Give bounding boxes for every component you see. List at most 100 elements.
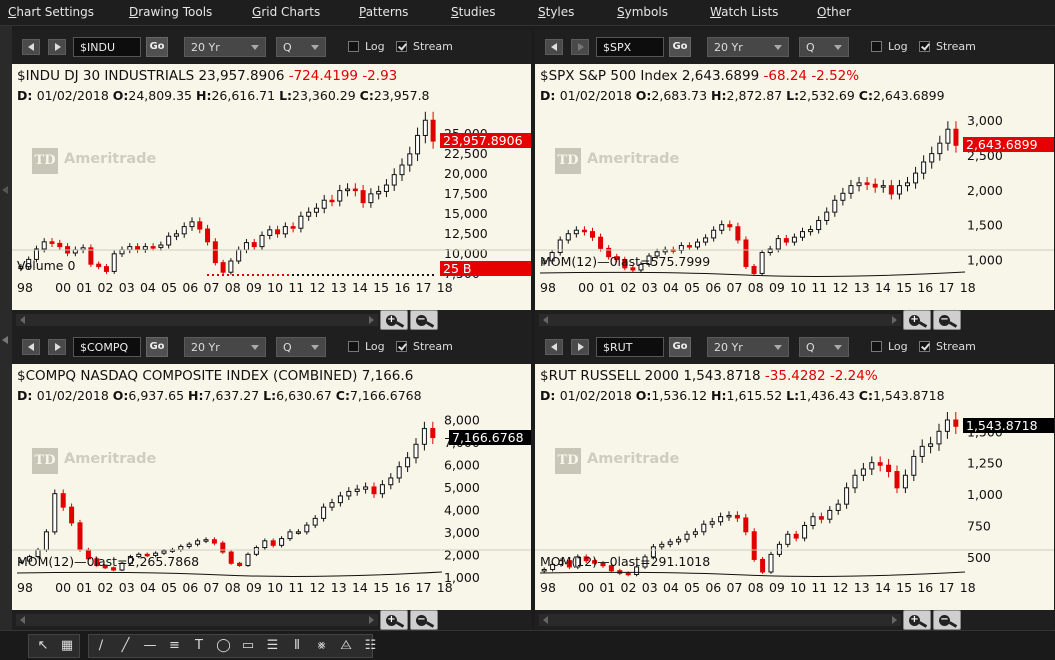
stream-checkbox[interactable] [919,341,930,352]
text-icon[interactable]: T [195,638,203,653]
crosshair-icon[interactable]: ▦ [60,638,74,653]
scroll-left-icon[interactable] [543,316,548,324]
gann-icon[interactable]: ⫴ [294,638,300,653]
collapse-arrow-icon[interactable] [2,186,8,194]
log-checkbox[interactable] [871,41,882,52]
title-pct: -2.24% [829,368,878,384]
menu-other[interactable]: Other [817,5,851,19]
back-button[interactable] [22,39,40,55]
menu-grid-charts[interactable]: Grid Charts [252,5,320,19]
menu-symbols[interactable]: Symbols [617,5,668,19]
last-price-tag: 1,543.8718 [963,418,1054,434]
fib-icon[interactable]: ☰ [266,638,279,653]
log-label: Log [365,40,385,53]
symbol-input[interactable]: $COMPQ [73,337,141,357]
channel-icon[interactable]: ⨳ [317,638,326,653]
stream-checkbox[interactable] [396,41,407,52]
menu-drawing-tools[interactable]: Drawing Tools [129,5,212,19]
hline-icon[interactable]: ≡ [169,638,180,653]
scroll-left-icon[interactable] [20,316,25,324]
stream-checkbox[interactable] [396,341,407,352]
momentum-label: MOM(12)—0last=575.7999 [540,254,710,269]
collapse-arrow-icon[interactable] [2,336,8,344]
period-select[interactable]: 20 Yr [707,337,789,357]
forward-button[interactable] [571,39,589,55]
lines-icon[interactable]: ☷ [364,638,377,653]
chart-area[interactable]: $SPX S&P 500 Index 2,643.6899 -68.24 -2.… [535,64,1054,310]
zoom-out-button[interactable]: − [933,310,961,330]
scroll-track[interactable] [16,614,378,626]
go-button[interactable]: Go [146,337,168,357]
log-checkbox[interactable] [348,341,359,352]
period-select[interactable]: 20 Yr [184,37,266,57]
scroll-track[interactable] [539,314,901,326]
back-button[interactable] [545,339,563,355]
chart-area[interactable]: $RUT RUSSELL 2000 1,543.8718 -35.4282 -2… [535,364,1054,610]
menu-chart-settings[interactable]: Chart Settings [8,5,94,19]
candle-body [558,560,564,565]
pencil-icon[interactable]: ∕ [98,638,104,653]
zoom-in-button[interactable]: + [380,310,408,330]
period-select[interactable]: 20 Yr [184,337,266,357]
menu-patterns[interactable]: Patterns [359,5,408,19]
menu-watch-lists[interactable]: Watch Lists [710,5,778,19]
candle-body [638,263,644,271]
candle-body [614,256,620,260]
log-checkbox[interactable] [348,41,359,52]
chart-area[interactable]: $INDU DJ 30 INDUSTRIALS 23,957.8906 -724… [12,64,531,310]
go-button[interactable]: Go [669,37,691,57]
zoom-out-button[interactable]: − [410,610,438,630]
candle-body [719,224,725,231]
pointer-icon[interactable]: ↖ [37,638,49,653]
y-tick-label: 1,000 [967,252,1003,267]
candle-body [245,553,251,567]
menu-studies[interactable]: Studies [451,5,496,19]
chart-area[interactable]: $COMPQ NASDAQ COMPOSITE INDEX (COMBINED)… [12,364,531,610]
scroll-right-icon[interactable] [892,316,897,324]
aggregation-select[interactable]: Q [276,37,326,57]
rectangle-icon[interactable]: ▭ [241,638,255,653]
chart-scrollbar[interactable]: + − [12,610,531,630]
scroll-right-icon[interactable] [369,316,374,324]
aggregation-select[interactable]: Q [799,37,849,57]
symbol-input[interactable]: $SPX [596,37,664,57]
line-icon[interactable]: — [143,638,157,653]
symbol-input[interactable]: $RUT [596,337,664,357]
candle-body [709,521,715,525]
go-button[interactable]: Go [669,337,691,357]
chart-scrollbar[interactable]: + − [12,310,531,330]
trendline-icon[interactable]: ╱ [121,638,130,653]
back-button[interactable] [22,339,40,355]
log-checkbox[interactable] [871,341,882,352]
candle-body [654,251,660,257]
back-button[interactable] [545,39,563,55]
symbol-input[interactable]: $INDU [73,37,141,57]
scroll-track[interactable] [539,614,901,626]
menu-styles[interactable]: Styles [538,5,574,19]
aggregation-select[interactable]: Q [276,337,326,357]
chart-scrollbar[interactable]: + − [535,610,1054,630]
scroll-right-icon[interactable] [892,616,897,624]
stream-checkbox[interactable] [919,41,930,52]
last-price-tag: 2,643.6899 [963,137,1054,153]
scroll-left-icon[interactable] [543,616,548,624]
zoom-in-button[interactable]: + [380,610,408,630]
x-tick-label: 98 [540,280,556,295]
scroll-right-icon[interactable] [369,616,374,624]
ellipse-icon[interactable]: ◯ [216,638,231,653]
zoom-in-button[interactable]: + [903,310,931,330]
zoom-in-button[interactable]: + [903,610,931,630]
go-button[interactable]: Go [146,37,168,57]
period-select[interactable]: 20 Yr [707,37,789,57]
x-axis-labels: 98 00 01 02 03 04 05 06 07 08 09 10 11 12 13 14 15 16 17 18 [535,580,1054,596]
forward-button[interactable] [48,339,66,355]
zoom-out-button[interactable]: − [933,610,961,630]
zoom-out-button[interactable]: − [410,310,438,330]
scroll-track[interactable] [16,314,378,326]
chart-scrollbar[interactable]: + − [535,310,1054,330]
scroll-left-icon[interactable] [20,616,25,624]
fan-icon[interactable]: ⨺ [340,638,352,653]
forward-button[interactable] [571,339,589,355]
forward-button[interactable] [48,39,66,55]
aggregation-select[interactable]: Q [799,337,849,357]
